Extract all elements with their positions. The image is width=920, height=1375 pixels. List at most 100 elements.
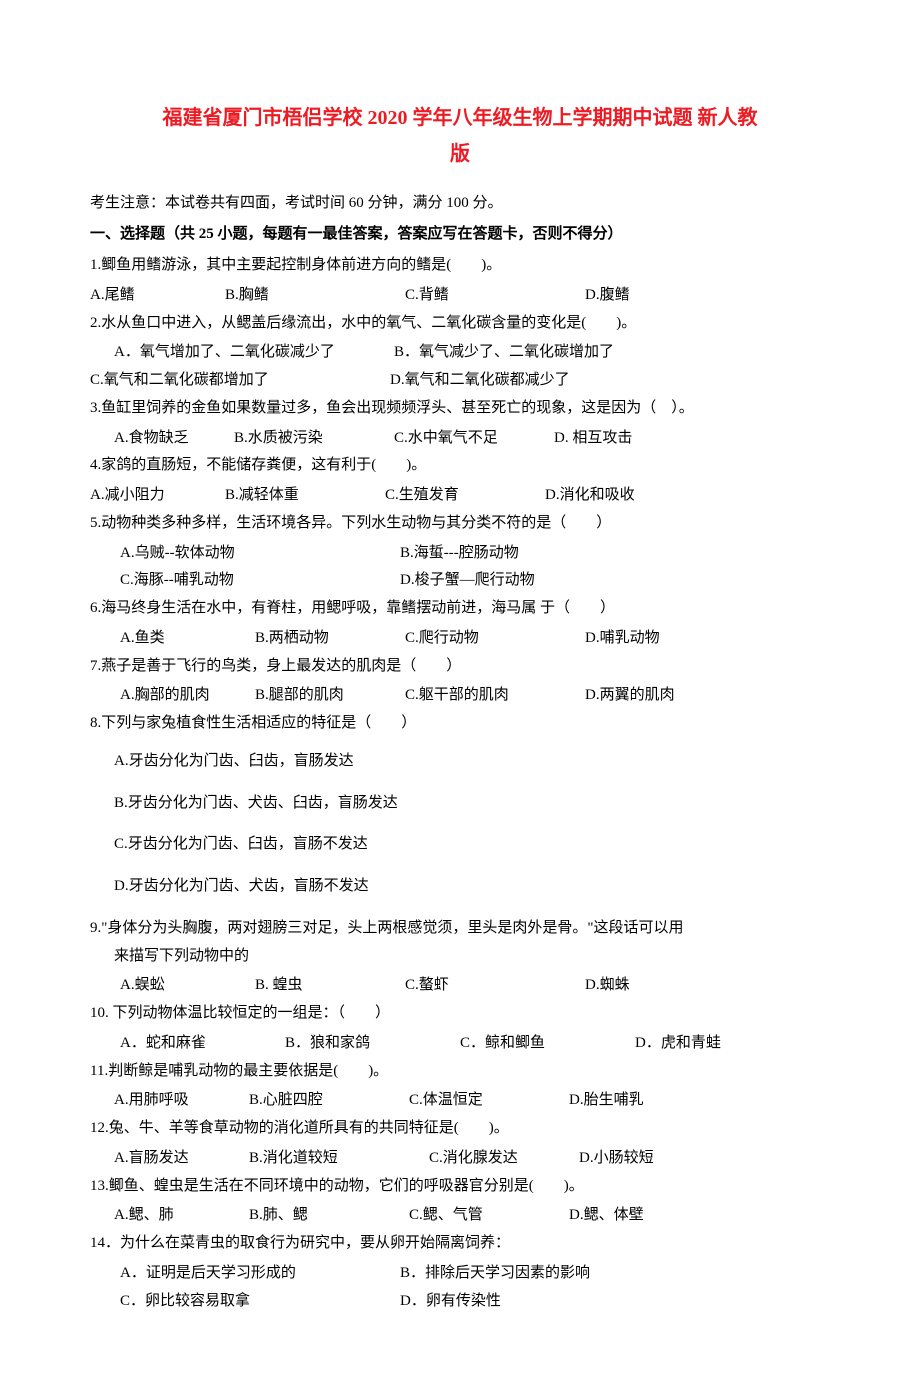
option-b: B.心脏四腔 bbox=[249, 1087, 409, 1115]
option-c: C.体温恒定 bbox=[409, 1087, 569, 1115]
option-b: B.减轻体重 bbox=[225, 482, 385, 510]
option-d: D.消化和吸收 bbox=[545, 482, 635, 510]
option-d: D．虎和青蛙 bbox=[635, 1030, 721, 1058]
question-stem: 2.水从鱼口中进入，从鳃盖后缘流出，水中的氧气、二氧化碳含量的变化是( )。 bbox=[90, 310, 830, 338]
question-stem: 12.兔、牛、羊等食草动物的消化道所具有的共同特征是( )。 bbox=[90, 1115, 830, 1143]
option-c: C.螯虾 bbox=[405, 972, 585, 1000]
question-1-options: A.尾鳍 B.胸鳍 C.背鳍 D.腹鳍 bbox=[90, 282, 830, 310]
option-b: B. 蝗虫 bbox=[255, 972, 405, 1000]
option-d: D.蜘蛛 bbox=[585, 972, 630, 1000]
option-b: B．狼和家鸽 bbox=[285, 1030, 460, 1058]
option-b: B．排除后天学习因素的影响 bbox=[400, 1260, 590, 1288]
option-d: D.胎生哺乳 bbox=[569, 1087, 644, 1115]
option-d: D.两翼的肌肉 bbox=[585, 682, 675, 710]
question-14-options-row2: C．卵比较容易取拿 D．卵有传染性 bbox=[90, 1288, 830, 1316]
option-c: C.躯干部的肌肉 bbox=[405, 682, 585, 710]
option-d: D．卵有传染性 bbox=[400, 1288, 501, 1316]
option-b: B.两栖动物 bbox=[255, 625, 405, 653]
question-stem-line1: 9."身体分为头胸腹，两对翅膀三对足，头上两根感觉须，里头是肉外是骨。"这段话可… bbox=[90, 915, 830, 943]
question-13-options: A.鳃、肺 B.肺、鳃 C.鳃、气管 D.鳃、体壁 bbox=[90, 1202, 830, 1230]
question-5: 5.动物种类多种多样，生活环境各异。下列水生动物与其分类不符的是（ ） bbox=[90, 510, 830, 538]
exam-note: 考生注意：本试卷共有四面，考试时间 60 分钟，满分 100 分。 bbox=[90, 190, 830, 217]
question-9: 9."身体分为头胸腹，两对翅膀三对足，头上两根感觉须，里头是肉外是骨。"这段话可… bbox=[90, 915, 830, 971]
option-c: C.消化腺发达 bbox=[429, 1145, 579, 1173]
option-a: A.尾鳍 bbox=[90, 282, 225, 310]
question-14-options-row1: A．证明是后天学习形成的 B．排除后天学习因素的影响 bbox=[90, 1260, 830, 1288]
question-10: 10. 下列动物体温比较恒定的一组是：（ ） bbox=[90, 1000, 830, 1028]
option-c: C.鳃、气管 bbox=[409, 1202, 569, 1230]
question-5-options-row1: A.乌贼--软体动物 B.海蜇---腔肠动物 bbox=[90, 540, 830, 568]
question-10-options: A．蛇和麻雀 B．狼和家鸽 C．鲸和鲫鱼 D．虎和青蛙 bbox=[90, 1030, 830, 1058]
question-stem: 7.燕子是善于飞行的鸟类，身上最发达的肌肉是（ ） bbox=[90, 653, 830, 681]
option-c: C．卵比较容易取拿 bbox=[120, 1288, 400, 1316]
option-d: D.梭子蟹—爬行动物 bbox=[400, 567, 535, 595]
option-c: C.水中氧气不足 bbox=[394, 425, 554, 453]
option-c: C.氧气和二氧化碳都增加了 bbox=[90, 367, 390, 395]
question-6-options: A.鱼类 B.两栖动物 C.爬行动物 D.哺乳动物 bbox=[90, 625, 830, 653]
option-a: A．蛇和麻雀 bbox=[120, 1030, 285, 1058]
question-4-options: A.减小阻力 B.减轻体重 C.生殖发育 D.消化和吸收 bbox=[90, 482, 830, 510]
exam-title-line2: 版 bbox=[90, 136, 830, 172]
option-b: B.牙齿分化为门齿、犬齿、臼齿，盲肠发达 bbox=[90, 790, 830, 818]
question-7-options: A.胸部的肌肉 B.腿部的肌肉 C.躯干部的肌肉 D.两翼的肌肉 bbox=[90, 682, 830, 710]
question-stem: 13.鲫鱼、蝗虫是生活在不同环境中的动物，它们的呼吸器官分别是( )。 bbox=[90, 1173, 830, 1201]
option-a: A．氧气增加了、二氧化碳减少了 bbox=[114, 339, 394, 367]
option-a: A.蜈蚣 bbox=[120, 972, 255, 1000]
question-stem-line2: 来描写下列动物中的 bbox=[90, 943, 830, 971]
question-11-options: A.用肺呼吸 B.心脏四腔 C.体温恒定 D.胎生哺乳 bbox=[90, 1087, 830, 1115]
question-13: 13.鲫鱼、蝗虫是生活在不同环境中的动物，它们的呼吸器官分别是( )。 bbox=[90, 1173, 830, 1201]
question-stem: 14．为什么在菜青虫的取食行为研究中，要从卵开始隔离饲养： bbox=[90, 1230, 830, 1258]
question-6: 6.海马终身生活在水中，有脊柱，用鳃呼吸，靠鳍摆动前进，海马属 于（ ） bbox=[90, 595, 830, 623]
option-c: C.牙齿分化为门齿、臼齿，盲肠不发达 bbox=[90, 831, 830, 859]
option-a: A．证明是后天学习形成的 bbox=[120, 1260, 400, 1288]
option-a: A.牙齿分化为门齿、臼齿，盲肠发达 bbox=[90, 748, 830, 776]
question-3: 3.鱼缸里饲养的金鱼如果数量过多，鱼会出现频频浮头、甚至死亡的现象，这是因为（ … bbox=[90, 395, 830, 423]
option-a: A.用肺呼吸 bbox=[114, 1087, 249, 1115]
option-b: B.肺、鳃 bbox=[249, 1202, 409, 1230]
question-5-options-row2: C.海豚--哺乳动物 D.梭子蟹—爬行动物 bbox=[90, 567, 830, 595]
option-b: B.海蜇---腔肠动物 bbox=[400, 540, 519, 568]
option-d: D.小肠较短 bbox=[579, 1145, 654, 1173]
question-stem: 11.判断鲸是哺乳动物的最主要依据是( )。 bbox=[90, 1058, 830, 1086]
option-c: C.海豚--哺乳动物 bbox=[120, 567, 400, 595]
question-stem: 10. 下列动物体温比较恒定的一组是：（ ） bbox=[90, 1000, 830, 1028]
option-b: B．氧气减少了、二氧化碳增加了 bbox=[394, 339, 614, 367]
section-1-header: 一、选择题（共 25 小题，每题有一最佳答案，答案应写在答题卡，否则不得分） bbox=[90, 221, 830, 248]
option-a: A.鱼类 bbox=[120, 625, 255, 653]
option-b: B.腿部的肌肉 bbox=[255, 682, 405, 710]
question-7: 7.燕子是善于飞行的鸟类，身上最发达的肌肉是（ ） bbox=[90, 653, 830, 681]
question-stem: 8.下列与家兔植食性生活相适应的特征是（ ） bbox=[90, 710, 830, 738]
exam-title-line1: 福建省厦门市梧侣学校 2020 学年八年级生物上学期期中试题 新人教 bbox=[90, 100, 830, 136]
option-a: A.盲肠发达 bbox=[114, 1145, 249, 1173]
option-d: D.鳃、体壁 bbox=[569, 1202, 644, 1230]
option-a: A.乌贼--软体动物 bbox=[120, 540, 400, 568]
question-2-options-row1: A．氧气增加了、二氧化碳减少了 B．氧气减少了、二氧化碳增加了 bbox=[90, 339, 830, 367]
question-2: 2.水从鱼口中进入，从鳃盖后缘流出，水中的氧气、二氧化碳含量的变化是( )。 bbox=[90, 310, 830, 338]
question-stem: 6.海马终身生活在水中，有脊柱，用鳃呼吸，靠鳍摆动前进，海马属 于（ ） bbox=[90, 595, 830, 623]
option-d: D.牙齿分化为门齿、犬齿，盲肠不发达 bbox=[90, 873, 830, 901]
question-stem: 1.鲫鱼用鳍游泳，其中主要起控制身体前进方向的鳍是( )。 bbox=[90, 252, 830, 280]
option-b: B.水质被污染 bbox=[234, 425, 394, 453]
question-11: 11.判断鲸是哺乳动物的最主要依据是( )。 bbox=[90, 1058, 830, 1086]
option-c: C.爬行动物 bbox=[405, 625, 585, 653]
question-12-options: A.盲肠发达 B.消化道较短 C.消化腺发达 D.小肠较短 bbox=[90, 1145, 830, 1173]
option-b: B.胸鳍 bbox=[225, 282, 405, 310]
option-a: A.胸部的肌肉 bbox=[120, 682, 255, 710]
option-c: C．鲸和鲫鱼 bbox=[460, 1030, 635, 1058]
question-stem: 5.动物种类多种多样，生活环境各异。下列水生动物与其分类不符的是（ ） bbox=[90, 510, 830, 538]
question-1: 1.鲫鱼用鳍游泳，其中主要起控制身体前进方向的鳍是( )。 bbox=[90, 252, 830, 280]
option-d: D.哺乳动物 bbox=[585, 625, 660, 653]
question-2-options-row2: C.氧气和二氧化碳都增加了 D.氧气和二氧化碳都减少了 bbox=[90, 367, 830, 395]
question-9-options: A.蜈蚣 B. 蝗虫 C.螯虾 D.蜘蛛 bbox=[90, 972, 830, 1000]
option-c: C.生殖发育 bbox=[385, 482, 545, 510]
question-stem: 3.鱼缸里饲养的金鱼如果数量过多，鱼会出现频频浮头、甚至死亡的现象，这是因为（ … bbox=[90, 395, 830, 423]
option-a: A.食物缺乏 bbox=[114, 425, 234, 453]
option-a: A.减小阻力 bbox=[90, 482, 225, 510]
option-b: B.消化道较短 bbox=[249, 1145, 429, 1173]
question-14: 14．为什么在菜青虫的取食行为研究中，要从卵开始隔离饲养： bbox=[90, 1230, 830, 1258]
question-12: 12.兔、牛、羊等食草动物的消化道所具有的共同特征是( )。 bbox=[90, 1115, 830, 1143]
question-4: 4.家鸽的直肠短，不能储存粪便，这有利于( )。 bbox=[90, 452, 830, 480]
question-stem: 4.家鸽的直肠短，不能储存粪便，这有利于( )。 bbox=[90, 452, 830, 480]
option-a: A.鳃、肺 bbox=[114, 1202, 249, 1230]
option-d: D.氧气和二氧化碳都减少了 bbox=[390, 367, 570, 395]
